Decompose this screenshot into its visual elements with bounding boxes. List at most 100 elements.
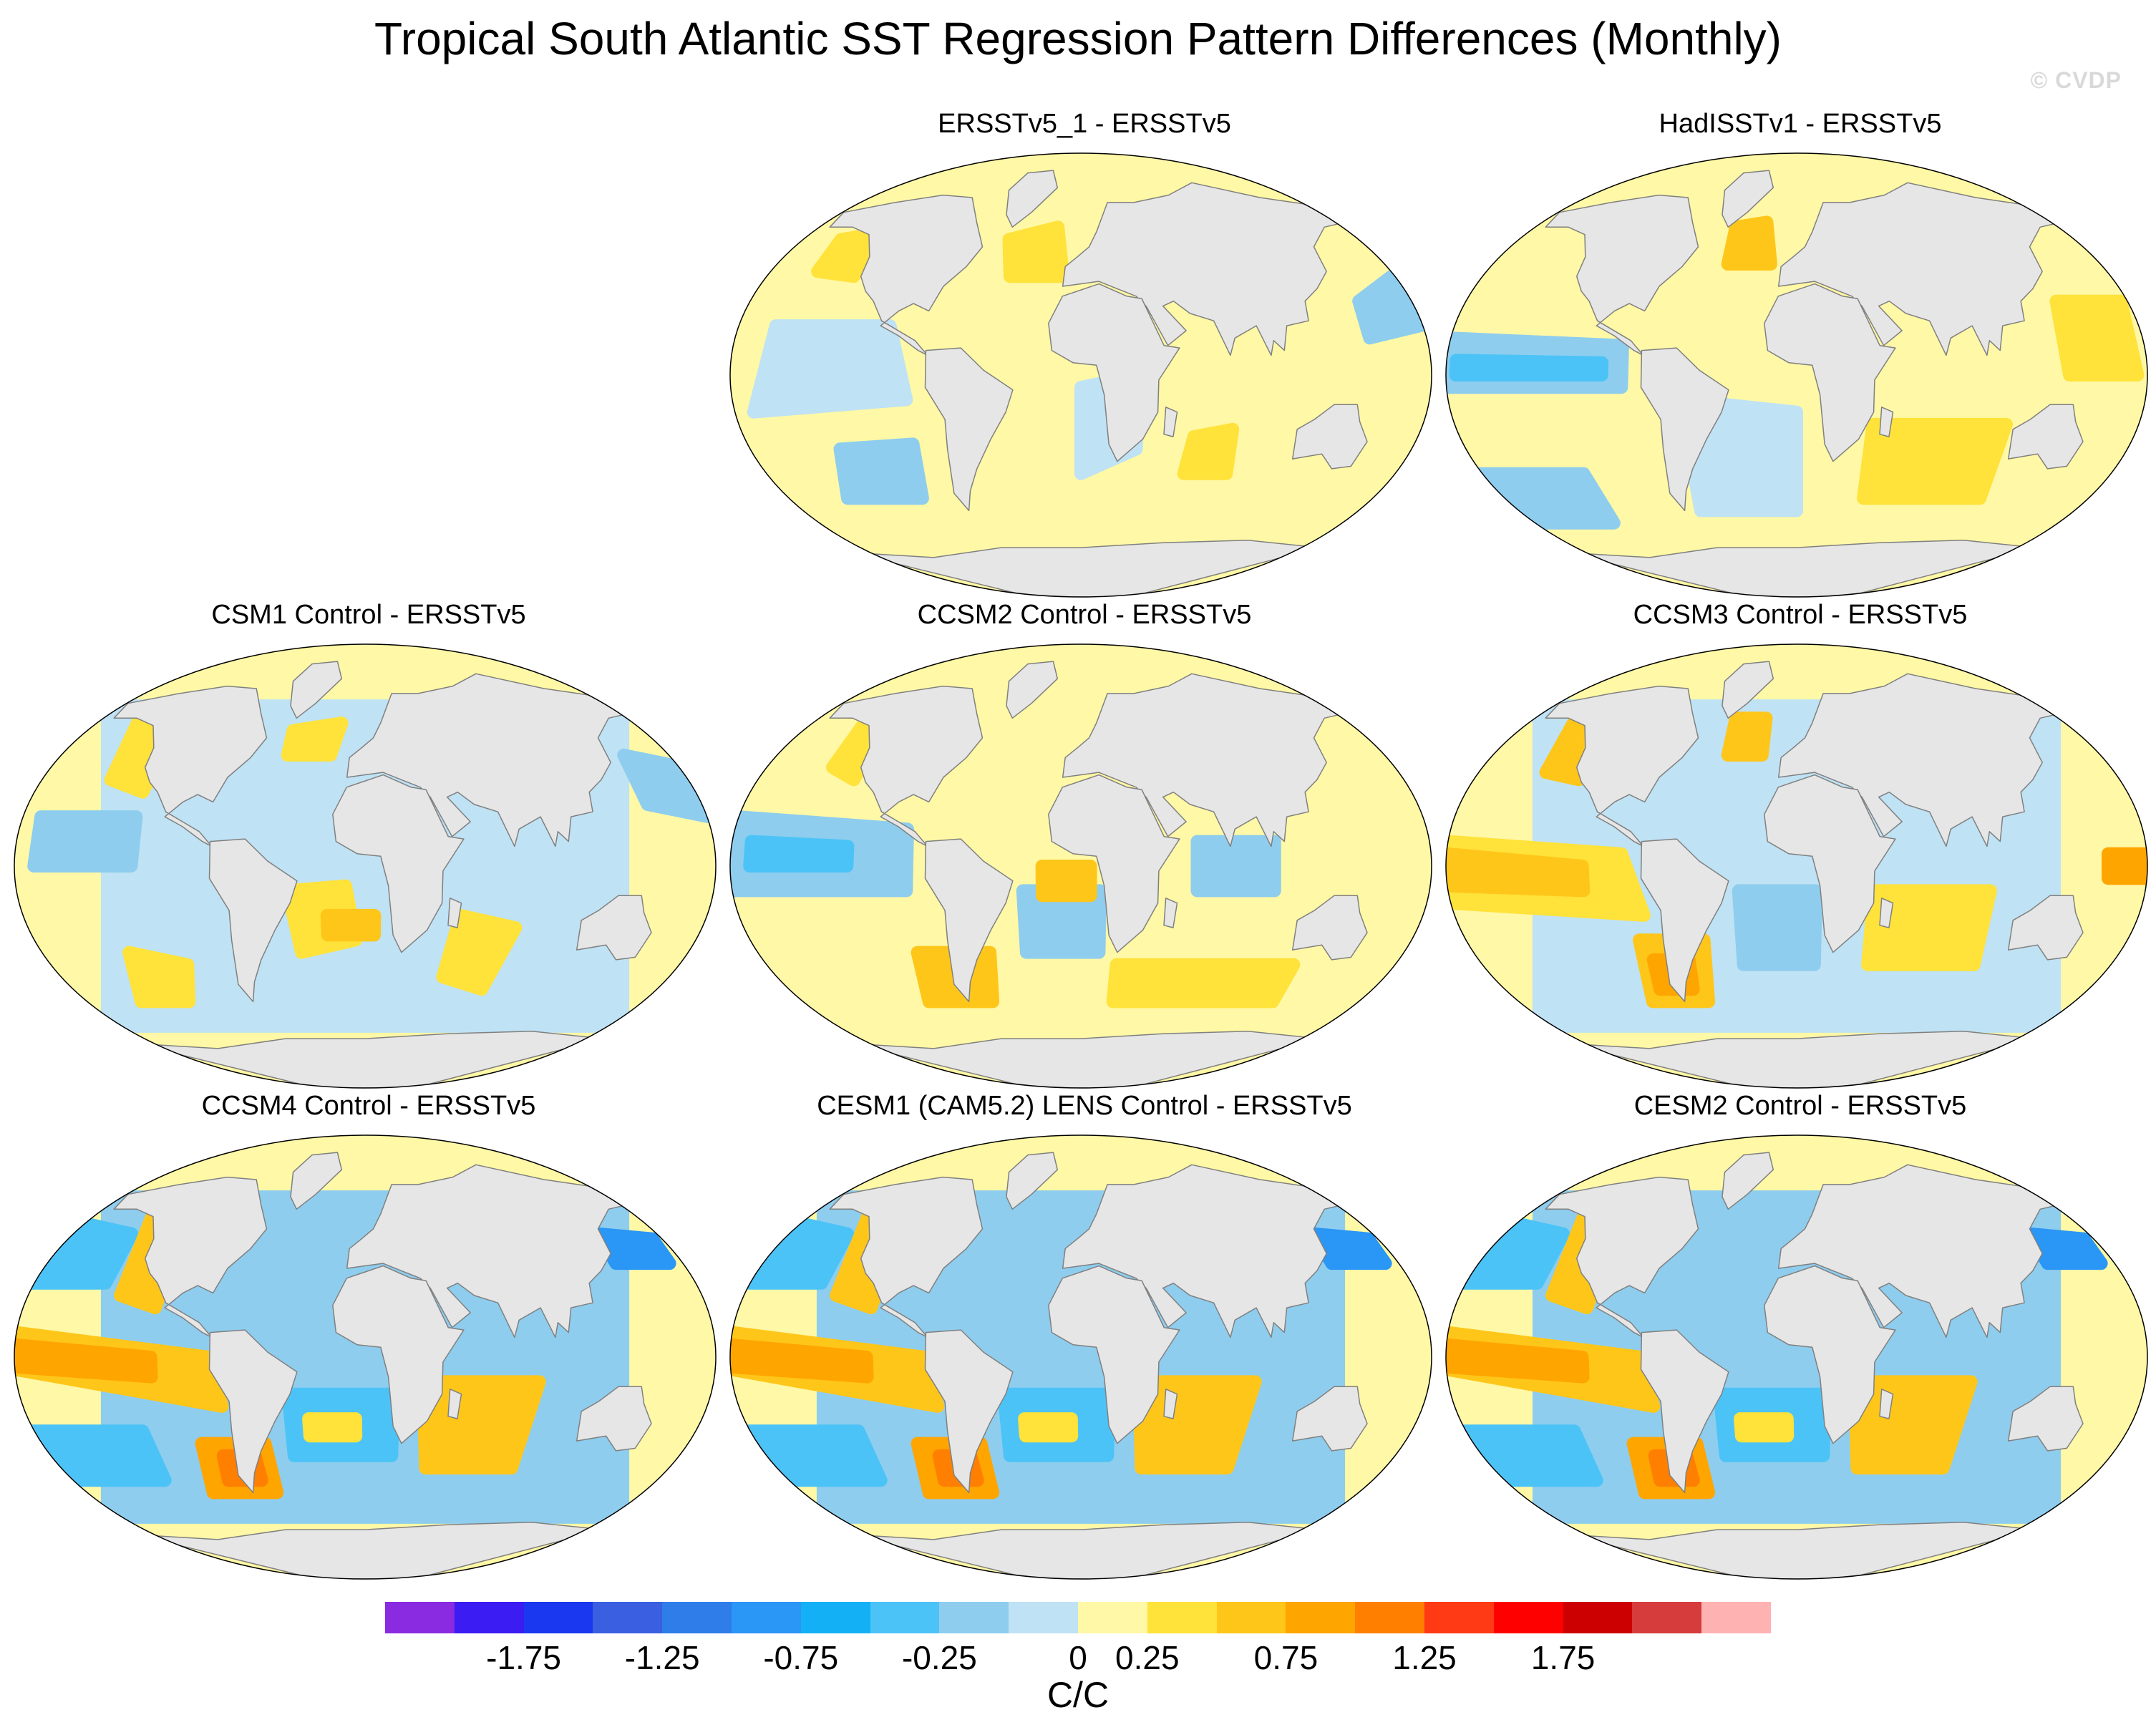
- map-border: [729, 1134, 1432, 1580]
- colorbar-swatch: [1216, 1602, 1286, 1633]
- land-mass: [1777, 673, 2062, 847]
- land-mass: [1640, 1329, 1729, 1494]
- land-mass: [1291, 1386, 1368, 1452]
- land-mass: [924, 1329, 1014, 1494]
- land-mass: [1291, 404, 1368, 470]
- land-mass: [1764, 1265, 1896, 1444]
- sst-anomaly-blob: [1449, 354, 1609, 382]
- colorbar-swatch: [1286, 1602, 1356, 1633]
- land-mass: [924, 347, 1014, 512]
- panel-title: CCSM3 Control - ERSSTv5: [1633, 600, 1968, 630]
- panel-title: CSM1 Control - ERSSTv5: [211, 600, 526, 630]
- colorbar-swatch: [1493, 1602, 1564, 1633]
- panel-title: CESM2 Control - ERSSTv5: [1633, 1091, 1967, 1121]
- map-border: [14, 643, 717, 1089]
- colorbar-swatch: [1078, 1602, 1148, 1633]
- colorbar-swatch: [385, 1602, 455, 1633]
- map-border: [1445, 152, 2148, 598]
- land-mass: [1545, 194, 1699, 356]
- sst-anomaly-blob: [281, 716, 349, 762]
- land-mass: [1640, 347, 1729, 512]
- land-mass: [1006, 661, 1059, 719]
- land-mass: [1062, 673, 1346, 847]
- sst-anomaly-blob: [741, 1424, 888, 1487]
- colorbar-swatch: [939, 1602, 1009, 1633]
- colorbar-swatch: [662, 1602, 732, 1633]
- sst-anomaly-blob: [436, 908, 523, 996]
- colorbar-swatch: [870, 1602, 940, 1633]
- map-border: [729, 643, 1432, 1089]
- sst-anomaly-blob: [747, 319, 913, 419]
- map-canvas: [14, 643, 717, 1089]
- land-mass: [829, 685, 984, 847]
- panel-title: HadISSTv1 - ERSSTv5: [1659, 109, 1942, 139]
- land-mass: [829, 1176, 984, 1338]
- land-mass: [290, 661, 343, 719]
- sst-anomaly-blob: [1035, 860, 1097, 903]
- watermark: © CVDP: [2030, 67, 2122, 93]
- colorbar-tick-label: 1.75: [1530, 1639, 1596, 1676]
- land-mass: [2007, 404, 2084, 470]
- land-mass: [1163, 1389, 1178, 1419]
- sst-anomaly-blob: [2049, 294, 2145, 382]
- colorbar-tick-label: 1.25: [1392, 1639, 1457, 1676]
- land-mass: [2007, 895, 2084, 961]
- sst-anomaly-blob: [1446, 1338, 1590, 1384]
- land-mass: [113, 1176, 268, 1338]
- land-mass: [1048, 774, 1180, 953]
- land-mass: [1565, 1031, 2036, 1088]
- land-mass: [1163, 407, 1178, 437]
- colorbar-units: C/C: [1047, 1675, 1109, 1715]
- land-mass: [1006, 1152, 1059, 1210]
- land-mass: [1764, 283, 1896, 462]
- land-mass: [1048, 1265, 1180, 1444]
- colorbar: [385, 1602, 1772, 1633]
- panel-title: CCSM2 Control - ERSSTv5: [917, 600, 1252, 630]
- panel-title: ERSSTv5_1 - ERSSTv5: [938, 109, 1231, 139]
- sst-anomaly-blob: [591, 1227, 676, 1270]
- sst-anomaly-blob: [122, 946, 196, 1009]
- land-mass: [134, 1522, 605, 1579]
- land-mass: [850, 540, 1321, 597]
- map-canvas: [1445, 152, 2148, 598]
- colorbar-swatch: [523, 1602, 593, 1633]
- map-canvas: [14, 1134, 717, 1580]
- sst-anomaly-blob: [1352, 270, 1427, 345]
- map-border: [1445, 1134, 2148, 1580]
- sst-anomaly-blob: [302, 1412, 363, 1443]
- land-mass: [1722, 661, 1774, 719]
- colorbar-swatch: [1701, 1602, 1772, 1633]
- sst-anomaly-blob: [1857, 417, 2013, 505]
- colorbar-swatch: [732, 1602, 802, 1633]
- colorbar-tick-label: -0.25: [901, 1639, 977, 1676]
- land-mass: [332, 774, 465, 953]
- land-mass: [1291, 895, 1368, 961]
- sst-anomaly-blob: [1732, 884, 1823, 971]
- sst-anomaly-blob: [1106, 958, 1301, 1009]
- colorbar-tick-label: 0.25: [1115, 1639, 1180, 1676]
- sst-anomaly-blob: [743, 835, 855, 873]
- land-mass: [1062, 1164, 1346, 1338]
- land-mass: [850, 1031, 1321, 1088]
- map-canvas: [729, 1134, 1432, 1580]
- sst-anomaly-blob: [1734, 1412, 1795, 1443]
- colorbar-swatch: [800, 1602, 871, 1633]
- sst-anomaly-blob: [730, 1338, 874, 1384]
- colorbar-swatch: [1632, 1602, 1702, 1633]
- sst-anomaly-blob: [1721, 215, 1777, 271]
- land-mass: [332, 1265, 465, 1444]
- sst-anomaly-blob: [1470, 467, 1621, 530]
- colorbar-swatch: [454, 1602, 525, 1633]
- land-mass: [829, 194, 984, 356]
- sst-anomaly-blob: [25, 1424, 172, 1487]
- land-mass: [1722, 170, 1774, 228]
- sst-anomaly-blob: [1457, 1215, 1570, 1290]
- land-mass: [447, 1389, 462, 1419]
- land-mass: [2007, 1386, 2084, 1452]
- sst-anomaly-blob: [1457, 1424, 1603, 1487]
- land-mass: [576, 895, 652, 961]
- sst-anomaly-blob: [25, 1215, 139, 1290]
- land-mass: [447, 898, 462, 928]
- sst-anomaly-blob: [2102, 847, 2147, 885]
- colorbar-tick-label: 0: [1069, 1639, 1087, 1676]
